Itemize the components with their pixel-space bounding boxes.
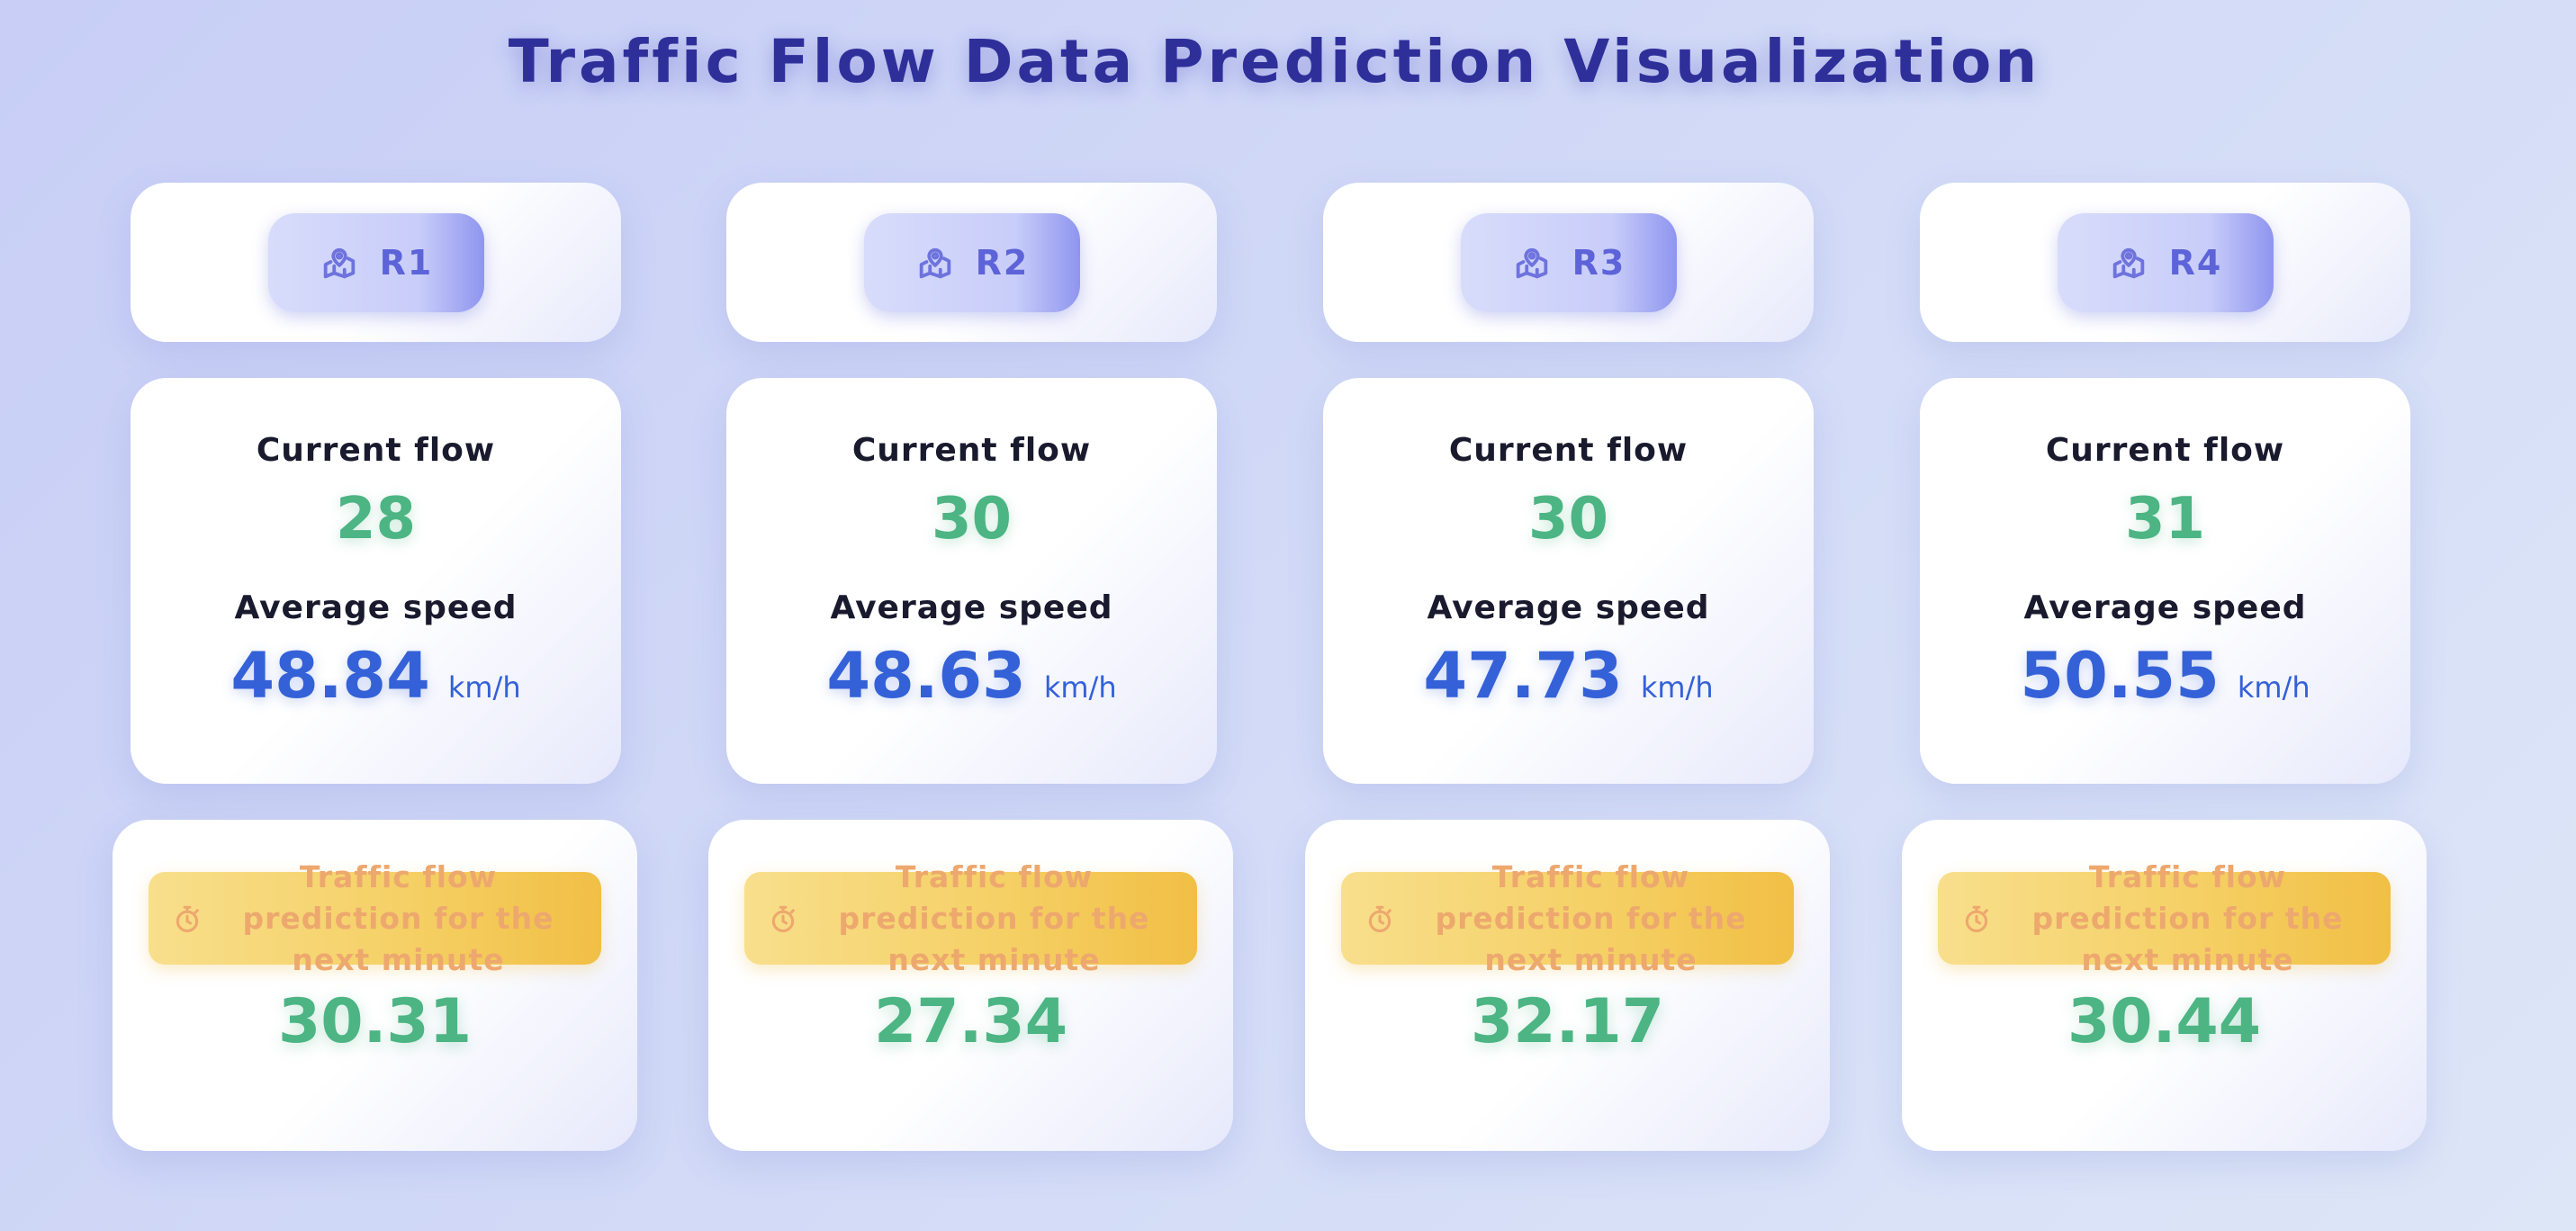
average-speed-value: 48.63 (826, 639, 1026, 713)
region-label: R2 (975, 242, 1030, 283)
prediction-card: Traffic flow prediction for the next min… (708, 820, 1233, 1151)
current-flow-value: 31 (2124, 486, 2206, 553)
prediction-card: Traffic flow prediction for the next min… (113, 820, 637, 1151)
region-column: R1 Current flow 28 Average speed 48.84 k… (90, 0, 637, 1231)
prediction-card: Traffic flow prediction for the next min… (1305, 820, 1830, 1151)
prediction-label: Traffic flow prediction for the next min… (242, 858, 554, 977)
map-pin-icon (323, 247, 355, 278)
map-pin-icon (2112, 247, 2144, 278)
map-pin-icon (919, 247, 950, 278)
current-flow-label: Current flow (1448, 432, 1689, 469)
region-column: R2 Current flow 30 Average speed 48.63 k… (686, 0, 1233, 1231)
average-speed-value: 48.84 (230, 639, 430, 713)
region-button[interactable]: R4 (2057, 212, 2274, 312)
prediction-banner: Traffic flow prediction for the next min… (149, 859, 601, 977)
region-label: R1 (379, 242, 434, 283)
predicted-flow-value: 30.44 (2067, 986, 2262, 1057)
prediction-banner: Traffic flow prediction for the next min… (1938, 859, 2391, 977)
region-button[interactable]: R2 (863, 212, 1080, 312)
average-speed-row: 48.84 km/h (131, 639, 621, 713)
average-speed-value: 47.73 (1423, 639, 1623, 713)
prediction-label: Traffic flow prediction for the next min… (838, 858, 1150, 977)
current-flow-value: 30 (1527, 486, 1609, 553)
prediction-label: Traffic flow prediction for the next min… (2031, 858, 2344, 977)
prediction-card: Traffic flow prediction for the next min… (1902, 820, 2427, 1151)
region-header-card: R1 (131, 183, 621, 342)
average-speed-value: 50.55 (2020, 639, 2220, 713)
average-speed-label: Average speed (1427, 589, 1710, 626)
current-flow-label: Current flow (2045, 432, 2285, 469)
average-speed-row: 47.73 km/h (1323, 639, 1814, 713)
region-label: R3 (1572, 242, 1626, 283)
average-speed-label: Average speed (2023, 589, 2307, 626)
prediction-banner: Traffic flow prediction for the next min… (744, 859, 1197, 977)
average-speed-label: Average speed (234, 589, 518, 626)
predicted-flow-value: 32.17 (1470, 986, 1665, 1057)
prediction-label: Traffic flow prediction for the next min… (1435, 858, 1747, 977)
speed-unit: km/h (2237, 670, 2310, 705)
region-header-card: R4 (1920, 183, 2410, 342)
region-stats-card: Current flow 30 Average speed 48.63 km/h (726, 378, 1217, 784)
stopwatch-icon (771, 905, 795, 932)
region-column: R4 Current flow 31 Average speed 50.55 k… (1879, 0, 2427, 1231)
map-pin-icon (1516, 247, 1547, 278)
predicted-flow-value: 27.34 (873, 986, 1068, 1057)
region-column: R3 Current flow 30 Average speed 47.73 k… (1283, 0, 1830, 1231)
region-stats-card: Current flow 28 Average speed 48.84 km/h (131, 378, 621, 784)
average-speed-label: Average speed (830, 589, 1113, 626)
speed-unit: km/h (1640, 670, 1714, 705)
average-speed-row: 48.63 km/h (726, 639, 1217, 713)
page-title: Traffic Flow Data Prediction Visualizati… (508, 27, 2041, 96)
predicted-flow-value: 30.31 (277, 986, 473, 1057)
region-header-card: R2 (726, 183, 1217, 342)
region-button[interactable]: R1 (267, 212, 484, 312)
prediction-banner: Traffic flow prediction for the next min… (1341, 859, 1794, 977)
average-speed-row: 50.55 km/h (1920, 639, 2410, 713)
stopwatch-icon (1965, 905, 1988, 932)
speed-unit: km/h (1043, 670, 1117, 705)
current-flow-value: 30 (931, 486, 1013, 553)
region-label: R4 (2168, 242, 2223, 283)
stopwatch-icon (176, 905, 199, 932)
region-button[interactable]: R3 (1460, 212, 1677, 312)
current-flow-label: Current flow (256, 432, 496, 469)
speed-unit: km/h (447, 670, 521, 705)
region-header-card: R3 (1323, 183, 1814, 342)
current-flow-value: 28 (335, 486, 417, 553)
stopwatch-icon (1368, 905, 1392, 932)
current-flow-label: Current flow (851, 432, 1092, 469)
region-stats-card: Current flow 31 Average speed 50.55 km/h (1920, 378, 2410, 784)
region-stats-card: Current flow 30 Average speed 47.73 km/h (1323, 378, 1814, 784)
